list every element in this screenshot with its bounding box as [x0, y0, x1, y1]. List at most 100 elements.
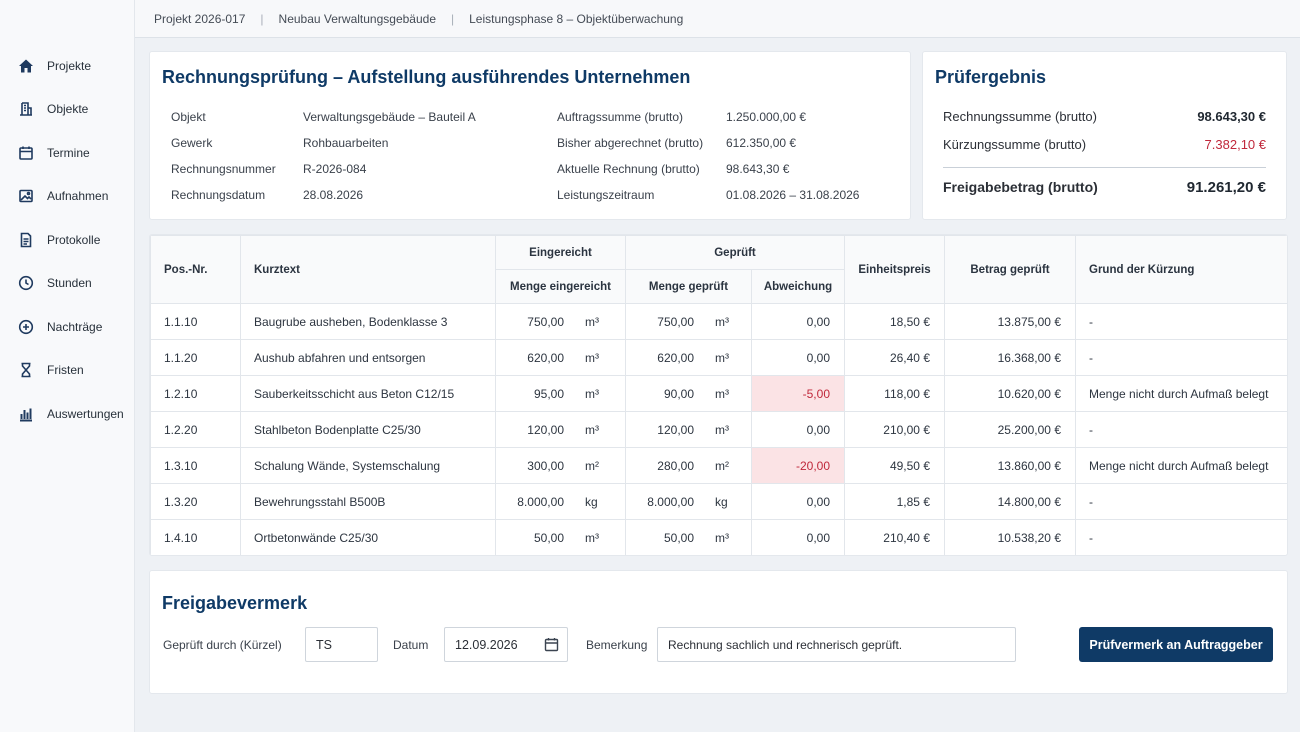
unit-value: m³: [715, 350, 729, 365]
sidebar-item-label: Stunden: [47, 276, 92, 291]
cell-amount: 16.368,00 €: [944, 339, 1076, 376]
info-value-objekt: Verwaltungsgebäude – Bauteil A: [303, 110, 476, 124]
sidebar-item-stunden[interactable]: Stunden: [0, 262, 135, 306]
date-field[interactable]: 12.09.2026: [444, 627, 568, 662]
breadcrumb-separator: |: [451, 11, 455, 26]
table-row[interactable]: 1.2.20 Stahlbeton Bodenplatte C25/30 120,0…: [150, 411, 1287, 448]
cell-reason: -: [1075, 303, 1287, 340]
table-row[interactable]: 1.3.20 Bewehrungsstahl B500B 8.000,00 kg 8.0…: [150, 483, 1287, 520]
sidebar-item-nachtraege[interactable]: Nachträge: [0, 305, 135, 349]
release-value: 91.261,20 €: [1186, 179, 1266, 196]
cell-qty-submitted: 300,00 m²: [495, 447, 626, 484]
unit-value: kg: [585, 494, 598, 509]
cell-unit-price: 210,40 €: [844, 519, 945, 555]
quantity-value: 300,00: [527, 458, 564, 473]
breadcrumb-project[interactable]: Projekt 2026-017: [154, 11, 246, 26]
table-row[interactable]: 1.2.10 Sauberkeitsschicht aus Beton C12/1…: [150, 375, 1287, 412]
sidebar-item-fristen[interactable]: Fristen: [0, 349, 135, 393]
col-group-checked: Geprüft: [625, 235, 845, 270]
info-label-rechnungsnummer: Rechnungsnummer: [171, 162, 276, 176]
cell-text: Ortbetonwände C25/30: [240, 519, 496, 555]
unit-value: m³: [715, 386, 729, 401]
quantity-value: 50,00: [663, 530, 694, 545]
unit-value: m³: [585, 530, 599, 545]
approval-title: Freigabevermerk: [162, 593, 308, 613]
hourglass-icon: [17, 362, 34, 379]
cell-text: Stahlbeton Bodenplatte C25/30: [240, 411, 496, 448]
cell-qty-checked: 120,00 m³: [625, 411, 752, 448]
info-label-leistungszeitraum: Leistungszeitraum: [557, 188, 655, 202]
cell-qty-checked: 280,00 m²: [625, 447, 752, 484]
quantity-value: 50,00: [533, 530, 564, 545]
release-label: Freigabebetrag (brutto): [943, 179, 1098, 195]
cell-unit-price: 18,50 €: [844, 303, 945, 340]
cell-deviation: 0,00: [751, 411, 845, 448]
clock-icon: [17, 275, 34, 292]
invoice-sum-label: Rechnungssumme (brutto): [943, 109, 1097, 124]
sidebar-item-label: Auswertungen: [47, 406, 124, 421]
sidebar-item-aufnahmen[interactable]: Aufnahmen: [0, 175, 135, 219]
sidebar-nav: Projekte Objekte Termine Aufnahmen Proto…: [0, 44, 135, 436]
checked-by-label: Geprüft durch (Kürzel): [163, 638, 282, 652]
checked-by-field[interactable]: TS: [305, 627, 378, 662]
col-header-unit-price: Einheitspreis: [844, 235, 945, 304]
cell-qty-submitted: 50,00 m³: [495, 519, 626, 555]
cell-unit-price: 210,00 €: [844, 411, 945, 448]
cell-amount: 13.860,00 €: [944, 447, 1076, 484]
bar-chart-icon: [17, 405, 34, 422]
plus-circle-icon: [17, 318, 34, 335]
image-icon: [17, 188, 34, 205]
breadcrumb-separator: |: [260, 11, 264, 26]
col-header-pos: Pos.-Nr.: [150, 235, 241, 304]
col-header-qty-checked: Menge geprüft: [625, 269, 752, 304]
cell-pos: 1.2.20: [150, 411, 241, 448]
cell-qty-submitted: 95,00 m³: [495, 375, 626, 412]
date-value: 12.09.2026: [455, 637, 518, 652]
quantity-value: 620,00: [527, 350, 564, 365]
home-icon: [17, 57, 34, 74]
cell-reason: Menge nicht durch Aufmaß belegt: [1075, 447, 1287, 484]
cell-qty-submitted: 120,00 m³: [495, 411, 626, 448]
unit-value: kg: [715, 494, 728, 509]
cell-pos: 1.1.20: [150, 339, 241, 376]
sidebar-item-auswertungen[interactable]: Auswertungen: [0, 392, 135, 436]
breadcrumb-phase[interactable]: Leistungsphase 8 – Objektüberwachung: [469, 11, 684, 26]
unit-value: m³: [715, 314, 729, 329]
table-row[interactable]: 1.4.10 Ortbetonwände C25/30 50,00 m³ 50,00 m³…: [150, 519, 1287, 555]
info-label-auftragssumme: Auftragssumme (brutto): [557, 110, 684, 124]
col-header-qty-submitted: Menge eingereicht: [495, 269, 626, 304]
sidebar-item-protokolle[interactable]: Protokolle: [0, 218, 135, 262]
building-icon: [17, 101, 34, 118]
quantity-value: 620,00: [657, 350, 694, 365]
checked-by-value: TS: [316, 637, 332, 652]
cell-deviation: -5,00: [751, 375, 845, 412]
cell-unit-price: 118,00 €: [844, 375, 945, 412]
cell-amount: 13.875,00 €: [944, 303, 1076, 340]
table-row[interactable]: 1.1.20 Aushub abfahren und entsorgen 620,0…: [150, 339, 1287, 376]
cell-qty-submitted: 750,00 m³: [495, 303, 626, 340]
info-label-objekt: Objekt: [171, 110, 206, 124]
breadcrumb-building[interactable]: Neubau Verwaltungsgebäude: [278, 11, 436, 26]
cell-qty-checked: 750,00 m³: [625, 303, 752, 340]
remark-field[interactable]: Rechnung sachlich und rechnerisch geprüf…: [657, 627, 1016, 662]
sidebar-item-termine[interactable]: Termine: [0, 131, 135, 175]
send-audit-note-button[interactable]: Prüfvermerk an Auftraggeber: [1079, 627, 1273, 662]
quantity-value: 280,00: [657, 458, 694, 473]
sidebar-item-projekte[interactable]: Projekte: [0, 44, 135, 88]
calendar-icon[interactable]: [544, 637, 559, 652]
info-value-auftragssumme: 1.250.000,00 €: [726, 110, 807, 124]
unit-value: m³: [715, 422, 729, 437]
info-label-bisher: Bisher abgerechnet (brutto): [557, 136, 704, 150]
quantity-value: 95,00: [533, 386, 564, 401]
sidebar-item-label: Fristen: [47, 363, 84, 378]
table-row[interactable]: 1.1.10 Baugrube ausheben, Bodenklasse 3 75…: [150, 303, 1287, 340]
cell-reason: Menge nicht durch Aufmaß belegt: [1075, 375, 1287, 412]
sidebar-item-objekte[interactable]: Objekte: [0, 88, 135, 132]
cell-amount: 10.620,00 €: [944, 375, 1076, 412]
info-label-rechnungsdatum: Rechnungsdatum: [171, 188, 266, 202]
cell-qty-submitted: 8.000,00 kg: [495, 483, 626, 520]
col-header-text: Kurztext: [240, 235, 496, 304]
cell-deviation: 0,00: [751, 303, 845, 340]
position-table: Pos.-Nr. Kurztext Eingereicht Geprüft Ei…: [150, 235, 1287, 555]
table-row[interactable]: 1.3.10 Schalung Wände, Systemschalung 300,…: [150, 447, 1287, 484]
